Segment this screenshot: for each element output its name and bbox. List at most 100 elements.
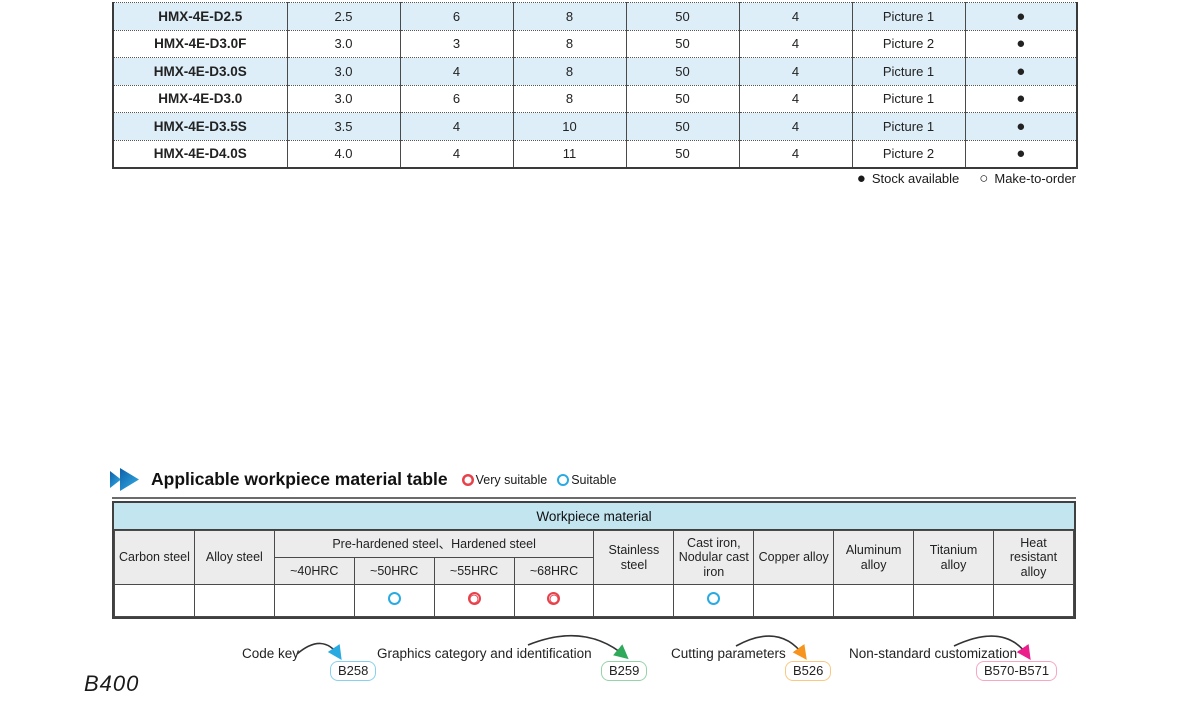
spec-value-cell: 3.0 xyxy=(286,57,400,85)
cutting-parameters-badge[interactable]: B526 xyxy=(785,661,832,681)
workpiece-material-band: Workpiece material xyxy=(114,503,1074,530)
stock-status-cell: ● xyxy=(964,112,1077,140)
spec-table-row: HMX-4E-D3.5S 3.5 4 10 50 4 Picture 1 ● xyxy=(112,112,1077,140)
spec-value-cell: 4 xyxy=(738,139,852,168)
graphics-category-arrow xyxy=(527,635,629,660)
col-header-titanium-alloy: Titanium alloy xyxy=(913,530,994,585)
mark-cell-50hrc xyxy=(353,584,435,617)
col-header-copper-alloy: Copper alloy xyxy=(753,530,835,585)
mark-cell-heat xyxy=(992,584,1075,617)
spec-value-cell: 3.0 xyxy=(286,29,400,58)
col-header-aluminum-alloy: Aluminum alloy xyxy=(833,530,915,585)
cutting-parameters-arrow xyxy=(735,635,807,660)
model-code-cell: HMX-4E-D3.5S xyxy=(112,112,287,140)
picture-ref-cell: Picture 1 xyxy=(851,2,965,30)
spec-value-cell: 50 xyxy=(625,112,739,140)
picture-ref-cell: Picture 1 xyxy=(851,57,965,85)
col-header-carbon-steel: Carbon steel xyxy=(114,530,195,585)
product-spec-table: HMX-4E-D2.5 2.5 6 8 50 4 Picture 1 ● HMX… xyxy=(112,2,1078,169)
filled-circle-icon: ● xyxy=(856,170,866,187)
code-key-badge[interactable]: B258 xyxy=(330,661,377,681)
spec-table-row: HMX-4E-D3.0 3.0 6 8 50 4 Picture 1 ● xyxy=(112,84,1077,113)
spec-table-row: HMX-4E-D4.0S 4.0 4 11 50 4 Picture 2 ● xyxy=(112,139,1077,168)
stock-status-cell: ● xyxy=(964,2,1077,30)
spec-value-cell: 50 xyxy=(625,57,739,85)
graphics-category-label: Graphics category and identification xyxy=(377,646,592,661)
non-standard-label: Non-standard customization xyxy=(849,646,1018,661)
stock-status-cell: ● xyxy=(964,84,1077,113)
col-header-heat-resistant: Heat resistant alloy xyxy=(992,530,1075,585)
model-code-cell: HMX-4E-D3.0S xyxy=(112,57,287,85)
mark-cell-stainless xyxy=(593,584,675,617)
spec-value-cell: 4.0 xyxy=(286,139,400,168)
code-key-label: Code key xyxy=(242,646,300,661)
spec-value-cell: 4 xyxy=(738,57,852,85)
stock-available-label: Stock available xyxy=(871,171,960,186)
spec-value-cell: 4 xyxy=(738,84,852,113)
spec-value-cell: 4 xyxy=(738,112,852,140)
col-header-cast-iron: Cast iron, Nodular cast iron xyxy=(673,530,755,585)
stock-status-cell: ● xyxy=(964,139,1077,168)
cutting-parameters-label: Cutting parameters xyxy=(671,646,786,661)
spec-value-cell: 4 xyxy=(738,2,852,30)
spec-value-cell: 3.5 xyxy=(286,112,400,140)
spec-value-cell: 8 xyxy=(512,84,626,113)
mark-cell-55hrc xyxy=(433,584,515,617)
col-header-68hrc: ~68HRC xyxy=(513,557,595,585)
picture-ref-cell: Picture 2 xyxy=(851,139,965,168)
spec-value-cell: 3.0 xyxy=(286,84,400,113)
table-top-rule xyxy=(112,497,1076,499)
model-code-cell: HMX-4E-D2.5 xyxy=(112,2,287,30)
col-header-alloy-steel: Alloy steel xyxy=(193,530,275,585)
col-header-hardened-group: Pre-hardened steel、Hardened steel xyxy=(273,530,595,558)
model-code-cell: HMX-4E-D4.0S xyxy=(112,139,287,168)
stock-status-cell: ● xyxy=(964,29,1077,58)
make-to-order-label: Make-to-order xyxy=(994,171,1076,186)
mark-cell-68hrc xyxy=(513,584,595,617)
non-standard-badge[interactable]: B570-B571 xyxy=(976,661,1058,681)
spec-value-cell: 4 xyxy=(399,57,513,85)
spec-value-cell: 2.5 xyxy=(286,2,400,30)
suitable-icon xyxy=(557,473,570,486)
spec-value-cell: 4 xyxy=(738,29,852,58)
spec-value-cell: 50 xyxy=(625,29,739,58)
double-chevron-icon xyxy=(110,468,139,491)
mark-cell-aluminum xyxy=(833,584,915,617)
spec-value-cell: 50 xyxy=(625,2,739,30)
picture-ref-cell: Picture 1 xyxy=(851,84,965,113)
suitability-legend: Very suitable Suitable xyxy=(461,472,625,487)
code-key-arrow xyxy=(296,642,342,660)
spec-value-cell: 8 xyxy=(512,57,626,85)
graphics-category-badge[interactable]: B259 xyxy=(601,661,648,681)
spec-value-cell: 50 xyxy=(625,139,739,168)
spec-table-row: HMX-4E-D3.0S 3.0 4 8 50 4 Picture 1 ● xyxy=(112,57,1077,85)
page-number: B400 xyxy=(84,671,140,696)
section-title: Applicable workpiece material table xyxy=(151,469,448,489)
mark-cell-copper xyxy=(753,584,835,617)
mark-cell-40hrc xyxy=(273,584,355,617)
suitability-row xyxy=(114,584,1075,617)
spec-value-cell: 4 xyxy=(399,112,513,140)
non-standard-arrow xyxy=(953,635,1031,660)
mark-cell-alloy xyxy=(193,584,275,617)
col-header-50hrc: ~50HRC xyxy=(353,557,435,585)
spec-value-cell: 8 xyxy=(512,29,626,58)
spec-table-row: HMX-4E-D2.5 2.5 6 8 50 4 Picture 1 ● xyxy=(112,2,1077,30)
spec-value-cell: 3 xyxy=(399,29,513,58)
suitable-label: Suitable xyxy=(571,472,617,487)
stock-status-cell: ● xyxy=(964,57,1077,85)
stock-legend: ● Stock available ○ Make-to-order xyxy=(857,171,1076,186)
very-suitable-icon xyxy=(461,473,474,486)
workpiece-material-table: Workpiece material Carbon steel Alloy st… xyxy=(112,501,1076,619)
open-circle-icon: ○ xyxy=(979,170,989,187)
spec-value-cell: 10 xyxy=(512,112,626,140)
spec-table-row: HMX-4E-D3.0F 3.0 3 8 50 4 Picture 2 ● xyxy=(112,29,1077,58)
col-header-55hrc: ~55HRC xyxy=(433,557,515,585)
spec-value-cell: 8 xyxy=(512,2,626,30)
model-code-cell: HMX-4E-D3.0 xyxy=(112,84,287,113)
model-code-cell: HMX-4E-D3.0F xyxy=(112,29,287,58)
very-suitable-label: Very suitable xyxy=(475,472,548,487)
col-header-stainless-steel: Stainless steel xyxy=(593,530,675,585)
col-header-40hrc: ~40HRC xyxy=(273,557,355,585)
mark-cell-carbon xyxy=(114,584,195,617)
